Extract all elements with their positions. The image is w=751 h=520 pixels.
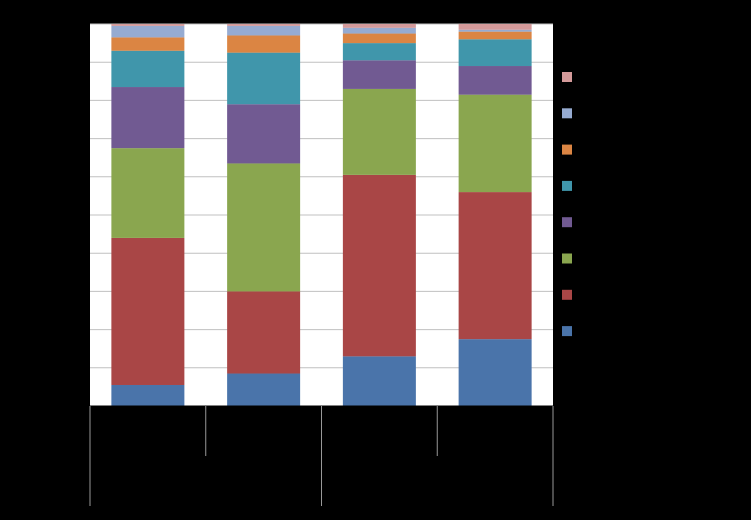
bar-segment-1-2 [227, 163, 301, 292]
bars [111, 24, 532, 406]
bar-segment-2-1 [342, 174, 416, 357]
bar-segment-3-7 [458, 24, 532, 30]
bar-segment-1-0 [227, 373, 301, 406]
bar-segment-2-2 [342, 88, 416, 175]
legend-swatch [562, 108, 572, 119]
bar-segment-0-7 [111, 24, 185, 26]
bar-segment-3-2 [458, 94, 532, 193]
bar-segment-2-4 [342, 43, 416, 61]
legend-swatch [562, 326, 572, 337]
bar-segment-2-6 [342, 27, 416, 34]
bar-segment-2-7 [342, 24, 416, 28]
bar-segment-0-1 [111, 237, 185, 385]
y-axis-ticks [84, 23, 90, 407]
bar-segment-0-4 [111, 50, 185, 88]
bar-segment-0-5 [111, 37, 185, 51]
bar-segment-0-2 [111, 148, 185, 238]
legend-swatch [562, 217, 572, 228]
bar-segment-2-3 [342, 60, 416, 89]
bar-segment-1-7 [227, 24, 301, 26]
bar-segment-1-6 [227, 25, 301, 36]
bar-segment-0-6 [111, 25, 185, 38]
legend-swatch [562, 289, 572, 300]
legend [562, 72, 572, 337]
bar-segment-3-5 [458, 31, 532, 40]
bar-segment-3-3 [458, 66, 532, 95]
bar-segment-2-0 [342, 356, 416, 406]
bar-segment-0-3 [111, 87, 185, 149]
x-axis [89, 405, 554, 506]
legend-swatch [562, 72, 572, 82]
bar-segment-1-4 [227, 52, 301, 105]
bar-segment-3-4 [458, 39, 532, 67]
bar-segment-3-6 [458, 29, 532, 32]
legend-swatch [562, 253, 572, 264]
legend-swatch [562, 180, 572, 191]
bar-segment-3-1 [458, 192, 532, 340]
legend-swatch [562, 144, 572, 155]
bar-segment-3-0 [458, 339, 532, 406]
bar-segment-0-0 [111, 384, 185, 406]
bar-segment-1-5 [227, 35, 301, 53]
bar-segment-1-1 [227, 291, 301, 374]
bar-segment-2-5 [342, 33, 416, 44]
bar-segment-1-3 [227, 104, 301, 164]
